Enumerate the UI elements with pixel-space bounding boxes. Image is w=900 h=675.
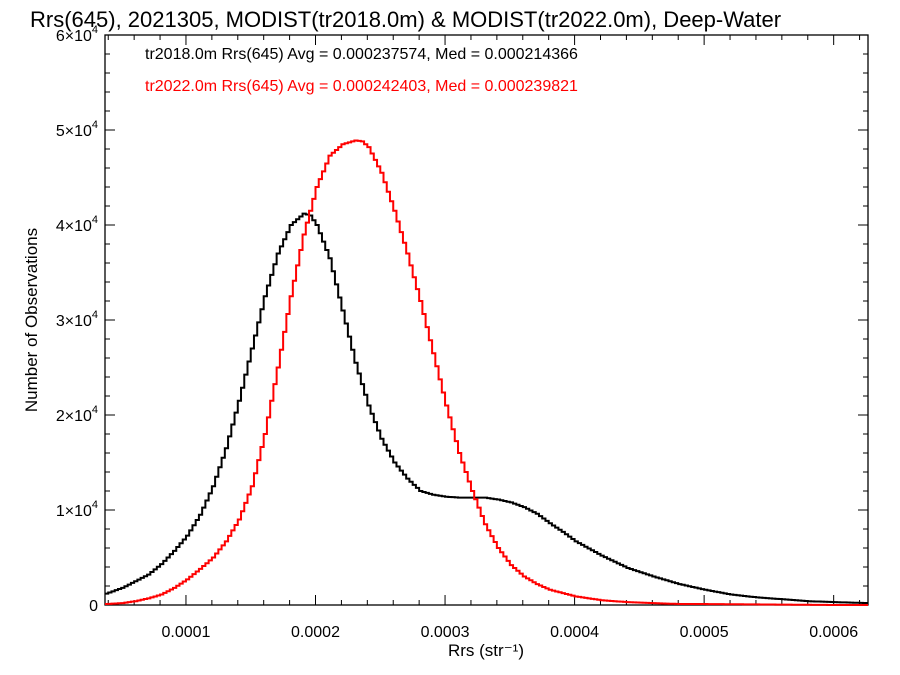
y-tick-label: 5×104 [56,119,98,140]
annotation-tr2022: tr2022.0m Rrs(645) Avg = 0.000242403, Me… [145,78,578,95]
y-tick-label: 6×104 [56,24,98,45]
x-tick-label: 0.0004 [550,624,599,641]
y-tick-label: 4×104 [56,214,98,235]
x-tick-label: 0.0005 [680,624,729,641]
x-axis-label: Rrs (str⁻¹) [448,641,524,660]
annotation-tr2018: tr2018.0m Rrs(645) Avg = 0.000237574, Me… [145,46,578,63]
x-tick-label: 0.0003 [421,624,470,641]
axis-ticks [105,34,868,606]
series-tr2018-line [105,212,868,605]
series-tr2022-line [105,139,868,606]
y-tick-label: 0 [89,598,98,615]
y-tick-label: 1×104 [56,499,98,520]
x-tick-label: 0.0002 [291,624,340,641]
x-tick-label: 0.0006 [809,624,858,641]
chart-title: Rrs(645), 2021305, MODIST(tr2018.0m) & M… [30,7,781,32]
y-tick-labels: 0 1×104 2×104 3×104 4×104 5×104 6×104 [56,24,98,615]
x-tick-label: 0.0001 [161,624,210,641]
plot-frame [104,34,869,606]
x-tick-labels: 0.0001 0.0002 0.0003 0.0004 0.0005 0.0006 [161,624,858,641]
y-axis-label: Number of Observations [22,228,41,412]
y-tick-label: 3×104 [56,309,98,330]
series-layer [105,139,868,606]
y-tick-label: 2×104 [56,404,98,425]
